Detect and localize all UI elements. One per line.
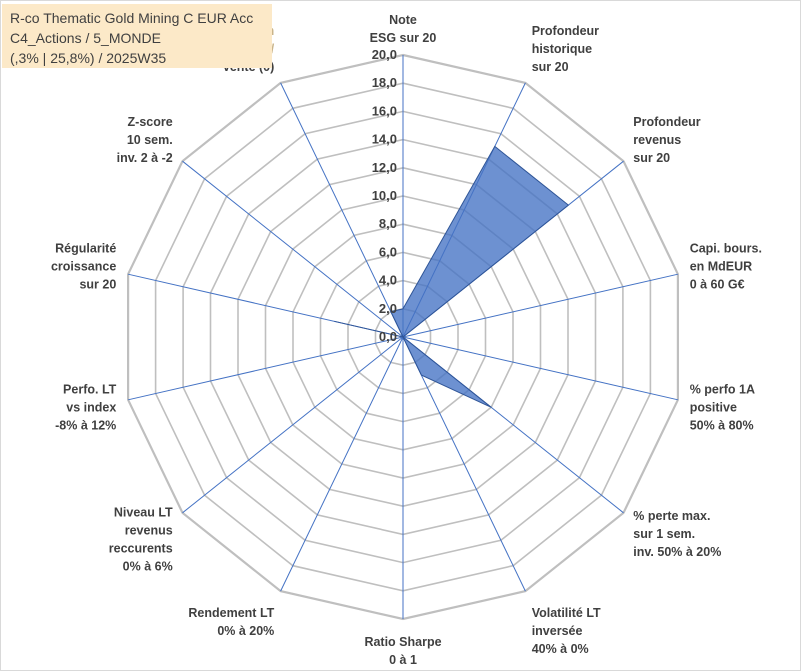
tick-label: 16,0	[372, 103, 397, 118]
axis-label: sur 20	[633, 151, 670, 165]
axis-label: sur 20	[532, 60, 569, 74]
axis-label: 40% à 0%	[532, 642, 589, 656]
tick-label: 8,0	[379, 216, 397, 231]
axis-label: inv. 2 à -2	[117, 151, 173, 165]
axis-label: Volatilité LT	[532, 606, 601, 620]
axis-label: inv. 50% à 20%	[633, 545, 721, 559]
radar-axis-labels: Note ESG sur 20 Profondeur historique sur 20…	[51, 13, 762, 667]
axis-spoke	[127, 336, 404, 401]
tick-label: 20,0	[372, 47, 397, 62]
axis-label: 10 sem.	[127, 133, 173, 147]
tick-label: 2,0	[379, 301, 397, 316]
chart-title-line-1: R-co Thematic Gold Mining C EUR Acc	[10, 10, 254, 26]
axis-label: 0% à 20%	[217, 624, 274, 638]
series-area	[334, 145, 570, 408]
axis-label: reccurents	[109, 541, 173, 555]
tick-label: 12,0	[372, 160, 397, 175]
axis-spoke	[280, 82, 404, 338]
chart-title-box: R-co Thematic Gold Mining C EUR Acc C4_A…	[2, 4, 272, 68]
axis-label: 50% à 80%	[690, 418, 754, 432]
axis-label: positive	[690, 400, 737, 414]
axis-label: revenus	[125, 523, 173, 537]
axis-label: sur 20	[79, 278, 116, 292]
axis-label: inversée	[532, 624, 583, 638]
axis-label: % perte max.	[633, 509, 710, 523]
axis-label: Profondeur	[532, 24, 599, 38]
axis-label: Perfo. LT	[63, 382, 117, 396]
axis-label: 0% à 6%	[123, 559, 173, 573]
chart-title-line-3: (,3% | 25,8%) / 2025W35	[10, 50, 167, 66]
tick-label: 0,0	[379, 329, 397, 344]
axis-label: Niveau LT	[114, 505, 173, 519]
tick-label: 4,0	[379, 273, 397, 288]
axis-label: -8% à 12%	[55, 418, 116, 432]
axis-label: Rendement LT	[188, 606, 274, 620]
tick-label: 6,0	[379, 244, 397, 259]
axis-label: Capi. bours.	[690, 242, 762, 256]
axis-label: Ratio Sharpe	[364, 635, 441, 649]
tick-label: 18,0	[372, 75, 397, 90]
axis-spoke	[182, 336, 404, 514]
axis-label: historique	[532, 42, 592, 56]
axis-label: sur 1 sem.	[633, 527, 695, 541]
radar-tick-labels: 0,0 2,0 4,0 6,0 8,0 10,0 12,0 14,0 16,0 18,0 20,0	[372, 47, 397, 344]
tick-label: 10,0	[372, 188, 397, 203]
axis-label: Profondeur	[633, 115, 700, 129]
axis-label: 0 à 1	[389, 653, 417, 667]
axis-label: revenus	[633, 133, 681, 147]
axis-spoke	[402, 336, 526, 592]
axis-label: Régularité	[55, 242, 116, 256]
axis-label: en MdEUR	[690, 260, 753, 274]
axis-label: 0 à 60 G€	[690, 278, 745, 292]
axis-label: Z-score	[128, 115, 173, 129]
axis-label: vs index	[66, 400, 116, 414]
radar-series	[334, 145, 570, 408]
chart-title-line-2: C4_Actions / 5_MONDE	[10, 30, 161, 46]
axis-label: ESG sur 20	[370, 31, 437, 45]
axis-label: croissance	[51, 260, 116, 274]
axis-spoke	[402, 336, 679, 401]
axis-spoke	[280, 336, 404, 592]
axis-spoke	[182, 160, 404, 338]
tick-label: 14,0	[372, 132, 397, 147]
axis-label: Note	[389, 13, 417, 27]
axis-spoke	[402, 273, 679, 338]
axis-label: % perfo 1A	[690, 382, 755, 396]
